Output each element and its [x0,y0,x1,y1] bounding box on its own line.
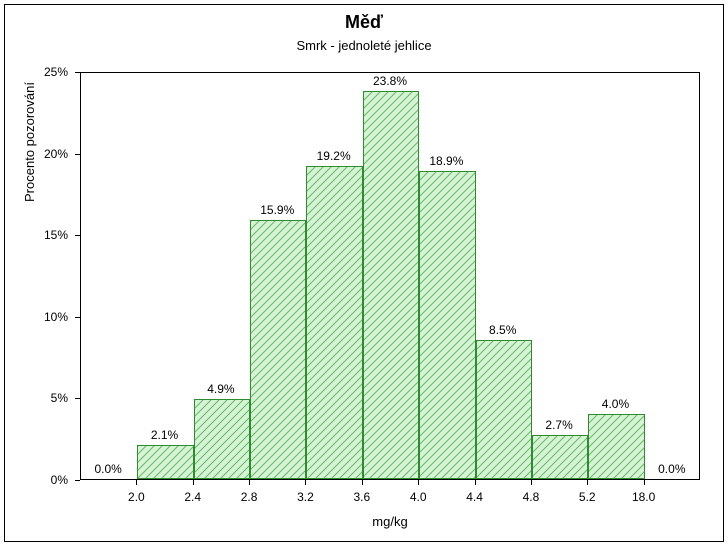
bar-value-label: 19.2% [317,149,351,163]
x-tick-mark [475,480,476,485]
x-tick-mark [362,480,363,485]
x-tick-label: 3.2 [297,490,314,504]
bar-value-label: 15.9% [260,203,294,217]
histogram-bar [306,166,362,479]
x-tick-mark [418,480,419,485]
bar-value-label: 8.5% [489,323,516,337]
histogram-bar [137,445,193,479]
x-tick-mark [136,480,137,485]
x-tick-mark [587,480,588,485]
x-tick-mark [305,480,306,485]
y-axis-label: Procento pozorování [22,0,37,346]
y-tick-label: 5% [0,391,68,405]
x-tick-label: 18.0 [632,490,655,504]
plot-area [80,72,700,480]
x-tick-label: 2.4 [184,490,201,504]
bar-value-label: 4.0% [602,397,629,411]
chart-subtitle: Smrk - jednoleté jehlice [0,38,728,53]
y-tick-mark [75,480,80,481]
y-tick-mark [75,72,80,73]
histogram-bar [194,399,250,479]
x-tick-label: 4.4 [466,490,483,504]
bar-value-label: 18.9% [429,154,463,168]
bar-value-label: 2.7% [545,418,572,432]
y-tick-label: 20% [0,147,68,161]
y-tick-label: 10% [0,310,68,324]
x-tick-label: 2.0 [128,490,145,504]
bar-value-label: 23.8% [373,74,407,88]
x-tick-mark [249,480,250,485]
histogram-bar [419,171,475,479]
x-tick-label: 4.0 [410,490,427,504]
y-tick-label: 0% [0,473,68,487]
x-tick-mark [531,480,532,485]
x-axis-label: mg/kg [80,514,700,529]
x-tick-label: 2.8 [241,490,258,504]
x-tick-label: 5.2 [579,490,596,504]
chart-title: Měď [0,12,728,33]
histogram-bar [532,435,588,479]
bar-value-label: 0.0% [658,462,685,476]
y-tick-mark [75,317,80,318]
bar-value-label: 0.0% [94,462,121,476]
y-tick-mark [75,235,80,236]
x-tick-mark [193,480,194,485]
histogram-bar [588,414,644,479]
y-tick-mark [75,398,80,399]
histogram-bar [363,91,419,479]
y-tick-label: 25% [0,65,68,79]
y-tick-label: 15% [0,228,68,242]
x-tick-label: 4.8 [523,490,540,504]
x-tick-mark [644,480,645,485]
y-tick-mark [75,154,80,155]
x-tick-label: 3.6 [353,490,370,504]
histogram-bar [476,340,532,479]
histogram-bar [250,220,306,479]
bar-value-label: 4.9% [207,382,234,396]
bar-value-label: 2.1% [151,428,178,442]
